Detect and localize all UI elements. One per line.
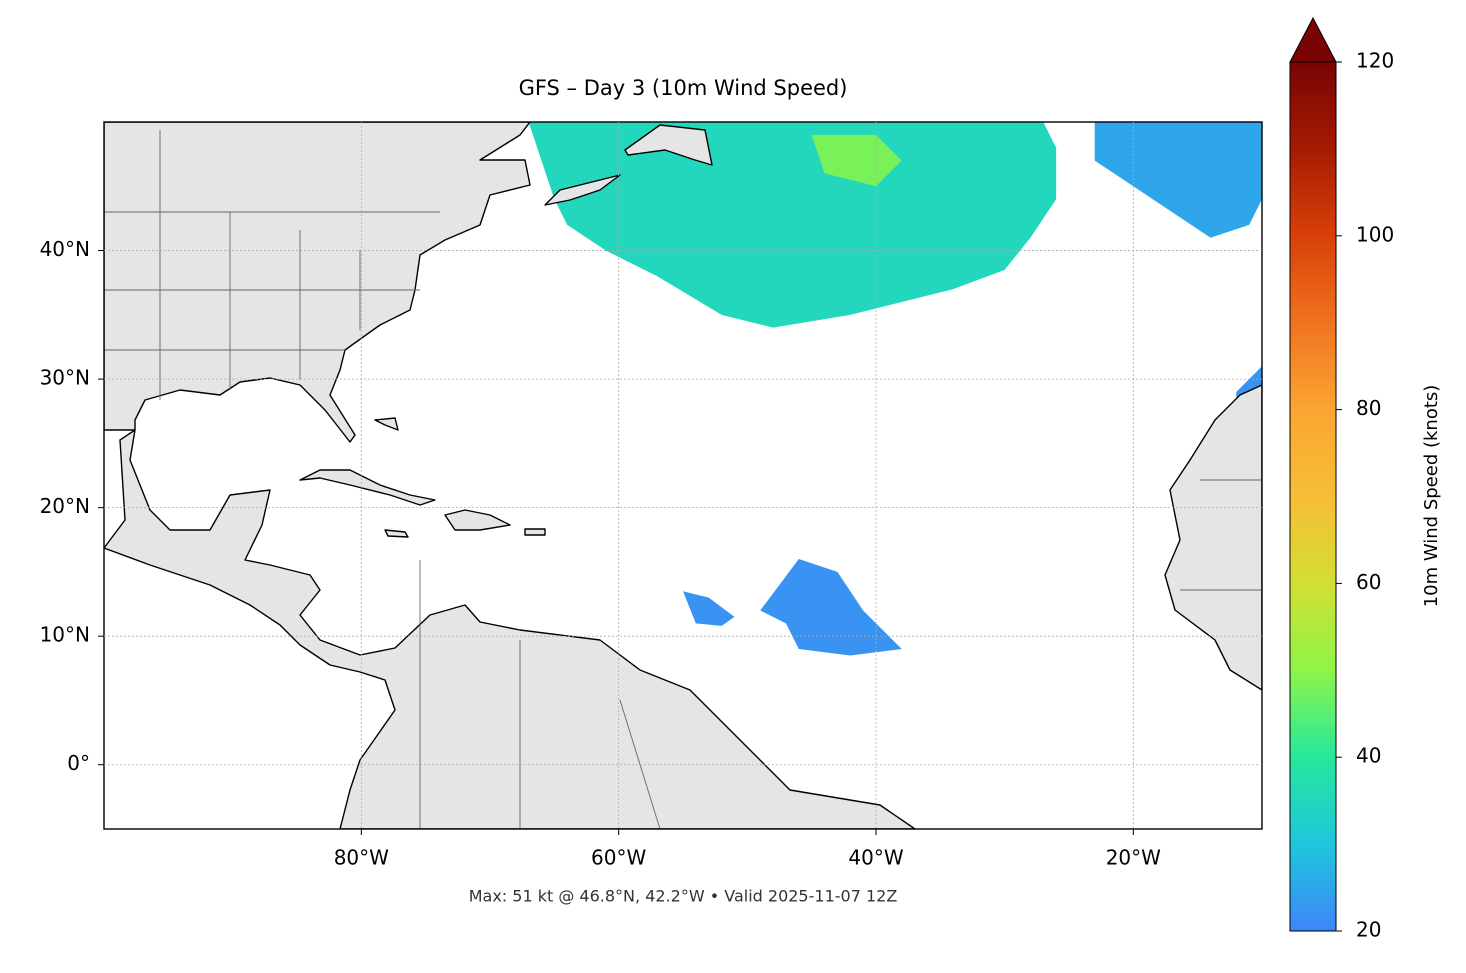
x-tick-label: 20°W [1106,846,1161,870]
bahamas [374,417,399,431]
x-tick-label: 40°W [848,846,903,870]
y-tick-label: 0° [67,751,90,775]
colorbar-tick-label: 120 [1356,49,1394,73]
colorbar [1289,61,1337,932]
colorbar-tick-label: 40 [1356,744,1381,768]
colorbar-tick-label: 80 [1356,396,1381,420]
colorbar-tick-label: 100 [1356,222,1394,246]
x-tick-label: 60°W [591,846,646,870]
nova-scotia [544,174,621,206]
africa [1164,384,1262,691]
y-tick-label: 30°N [40,366,90,390]
wind-field [322,122,1262,656]
x-tick-label: 80°W [334,846,389,870]
jamaica [384,529,409,538]
cuba [299,469,436,506]
puerto-rico [524,528,546,536]
chart-title: GFS – Day 3 (10m Wind Speed) [519,76,848,100]
latin-america [104,429,916,829]
colorbar-extend [1289,16,1337,63]
y-tick-label: 10°N [40,623,90,647]
hispaniola [444,509,511,531]
wind-region [811,134,902,187]
north-america [104,122,531,443]
subtitle: Max: 51 kt @ 46.8°N, 42.2°W • Valid 2025… [469,887,898,906]
wind-region [1094,122,1262,238]
colorbar-tick-label: 60 [1356,570,1381,594]
wind-region [760,559,902,656]
wind-region [683,591,735,626]
wind-region [528,122,1057,328]
newfoundland [624,124,713,166]
y-tick-label: 40°N [40,237,90,261]
map-frame [103,121,1263,830]
land [104,122,1262,829]
colorbar-label: 10m Wind Speed (knots) [1421,385,1442,608]
colorbar-tick-label: 20 [1356,918,1381,942]
y-tick-label: 20°N [40,494,90,518]
